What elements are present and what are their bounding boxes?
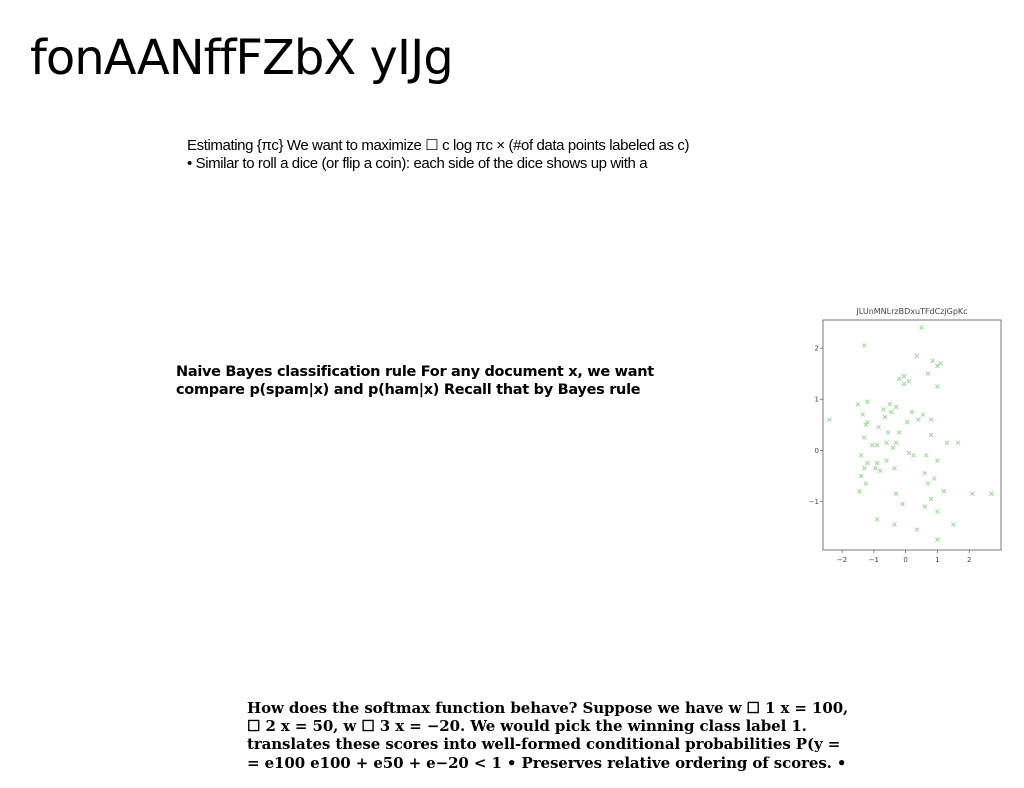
naive-bayes-line-2: compare p(spam|x) and p(ham|x) Recall th… bbox=[176, 382, 641, 398]
softmax-line-1: How does the softmax function behave? Su… bbox=[247, 699, 849, 717]
scatter-point bbox=[935, 537, 940, 543]
scatter-point bbox=[901, 373, 907, 379]
scatter-point bbox=[955, 440, 961, 446]
x-tick-label: −1 bbox=[869, 556, 879, 564]
y-tick-label: 0 bbox=[815, 447, 819, 455]
scatter-point bbox=[888, 409, 894, 415]
scatter-point bbox=[900, 501, 905, 507]
scatter-point bbox=[860, 412, 866, 417]
softmax-line-4: = e100 e100 + e50 + e−20 < 1 • Preserves… bbox=[247, 753, 847, 772]
scatter-point bbox=[863, 481, 869, 486]
scatter-point bbox=[893, 440, 899, 446]
scatter-point bbox=[863, 422, 869, 428]
scatter-point bbox=[893, 404, 899, 410]
scatter-point bbox=[950, 522, 956, 527]
scatter-point bbox=[916, 417, 921, 423]
scatter-point bbox=[906, 450, 912, 456]
naive-bayes-paragraph: Naive Bayes classification rule For any … bbox=[176, 363, 696, 399]
softmax-line-3: translates these scores into well-formed… bbox=[247, 735, 841, 754]
page-title: fonAANffFZbX yIJg bbox=[30, 30, 454, 86]
scatter-point bbox=[884, 440, 889, 446]
scatter-point bbox=[858, 473, 864, 479]
y-tick-label: 1 bbox=[815, 396, 819, 404]
softmax-paragraph: How does the softmax function behave? Su… bbox=[247, 699, 947, 772]
scatter-point bbox=[869, 442, 875, 448]
scatter-point bbox=[922, 470, 928, 476]
scatter-point bbox=[858, 453, 864, 458]
scatter-point bbox=[882, 414, 888, 420]
scatter-point bbox=[928, 432, 934, 438]
scatter-point bbox=[904, 419, 910, 425]
scatter-point bbox=[865, 399, 870, 405]
scatter-point bbox=[922, 504, 928, 509]
scatter-point bbox=[896, 430, 902, 435]
scatter-chart: JLUnMNLrzBDxuTFdCzjGpKc −2 −1 0 1 2 −1 0 1 2 bbox=[808, 302, 1008, 570]
x-tick-label: 2 bbox=[967, 556, 971, 564]
scatter-point bbox=[827, 417, 832, 423]
scatter-point bbox=[861, 343, 867, 348]
scatter-point bbox=[914, 527, 920, 532]
scatter-svg: JLUnMNLrzBDxuTFdCzjGpKc −2 −1 0 1 2 −1 0 1 2 bbox=[809, 307, 1002, 564]
scatter-point bbox=[865, 419, 870, 425]
plot-frame bbox=[822, 319, 1002, 551]
scatter-point bbox=[989, 491, 994, 497]
scatter-point bbox=[873, 465, 878, 471]
scatter-point bbox=[944, 440, 950, 446]
scatter-point bbox=[892, 522, 897, 527]
x-tick-label: 1 bbox=[935, 556, 939, 564]
scatter-point bbox=[938, 361, 943, 366]
chart-title: JLUnMNLrzBDxuTFdCzjGpKc bbox=[855, 307, 967, 316]
estimating-line-2: • Similar to roll a dice (or flip a coin… bbox=[187, 155, 648, 172]
y-tick-label: 2 bbox=[815, 345, 819, 353]
scatter-point bbox=[874, 460, 880, 466]
scatter-point bbox=[909, 409, 915, 415]
scatter-point bbox=[970, 491, 975, 497]
naive-bayes-line-1: Naive Bayes classification rule For any … bbox=[176, 364, 654, 380]
scatter-point bbox=[884, 458, 889, 463]
scatter-point bbox=[861, 435, 867, 440]
scatter-point bbox=[865, 460, 870, 466]
scatter-point bbox=[920, 412, 926, 417]
scatter-point bbox=[935, 384, 940, 389]
scatter-point bbox=[914, 353, 920, 359]
scatter-point bbox=[919, 325, 924, 331]
scatter-point bbox=[901, 381, 907, 387]
scatter-point bbox=[911, 453, 916, 458]
scatter-point bbox=[861, 465, 867, 471]
estimating-paragraph: Estimating {πc} We want to maximize ☐ c … bbox=[187, 137, 787, 173]
scatter-point bbox=[923, 453, 929, 458]
scatter-point bbox=[855, 401, 861, 407]
scatter-point bbox=[857, 488, 862, 494]
scatter-point bbox=[925, 371, 931, 377]
scatter-point bbox=[906, 378, 912, 384]
scatter-point bbox=[931, 476, 937, 481]
scatter-point bbox=[928, 496, 934, 502]
scatter-point bbox=[876, 424, 881, 430]
scatter-point bbox=[925, 481, 931, 486]
scatter-point bbox=[893, 491, 899, 497]
x-tick-label: 0 bbox=[903, 556, 907, 564]
scatter-point bbox=[896, 376, 902, 382]
scatter-point bbox=[935, 509, 940, 515]
scatter-point bbox=[874, 516, 880, 522]
scatter-point bbox=[874, 442, 880, 448]
scatter-point bbox=[890, 445, 896, 451]
x-tick-label: −2 bbox=[837, 556, 847, 564]
estimating-line-1: Estimating {πc} We want to maximize ☐ c … bbox=[187, 137, 690, 154]
scatter-point bbox=[928, 417, 934, 423]
y-tick-label: −1 bbox=[809, 498, 819, 506]
scatter-point bbox=[885, 430, 891, 435]
scatter-point bbox=[930, 358, 936, 364]
scatter-point bbox=[892, 465, 897, 471]
scatter-point bbox=[881, 407, 886, 412]
scatter-point bbox=[941, 488, 947, 494]
softmax-line-2: ☐ 2 x = 50, w ☐ 3 x = −20. We would pick… bbox=[247, 717, 807, 736]
scatter-point bbox=[935, 458, 940, 463]
scatter-point bbox=[887, 401, 893, 407]
scatter-point bbox=[877, 468, 883, 474]
